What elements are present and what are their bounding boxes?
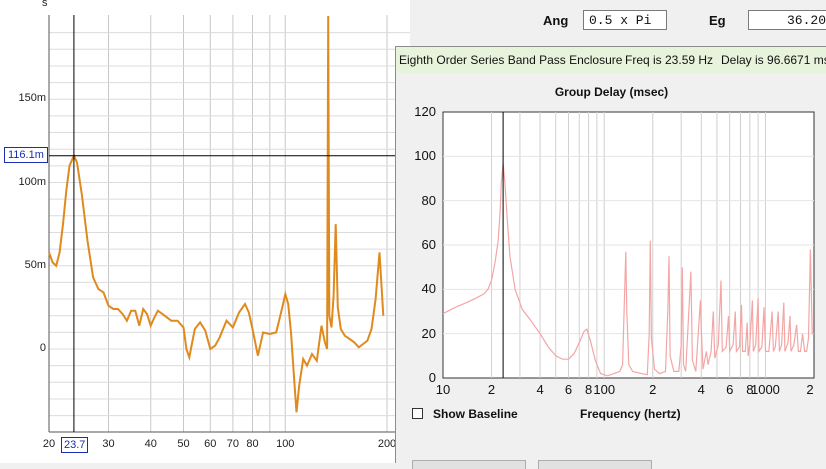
chart-x-tick-label: 6: [564, 382, 573, 397]
y-axis-unit: s: [42, 0, 48, 9]
chart-x-tick-label: 100: [593, 382, 616, 397]
x-tick-label: 100: [276, 438, 295, 450]
x-tick-label: 200: [377, 438, 397, 450]
y-tick-label: 150m: [18, 92, 46, 105]
parameter-panel: Ang 0.5 x Pi Eg 36.20: [535, 0, 826, 46]
chart-y-tick-label: 40: [421, 281, 436, 297]
eg-field[interactable]: 36.20: [748, 10, 826, 30]
cursor-y-readout: 116.1m: [4, 147, 48, 163]
chart-y-tick-label: 20: [421, 325, 436, 341]
chart-x-tick-label: 10: [435, 382, 451, 397]
group-delay-window[interactable]: Eighth Order Series Band Pass Enclosure …: [395, 46, 826, 469]
show-baseline-checkbox[interactable]: [412, 408, 423, 419]
window-button[interactable]: [538, 460, 652, 469]
chart-x-tick-label: 8: [584, 382, 593, 397]
chart-y-tick-label: 80: [421, 192, 436, 208]
window-button[interactable]: [412, 460, 526, 469]
chart-x-tick-label: 2: [487, 382, 496, 397]
chart-x-tick-label: 6: [726, 382, 734, 397]
group-delay-chart[interactable]: [396, 47, 826, 464]
chart-x-tick-label: 2: [806, 382, 814, 397]
chart-x-tick-label: 4: [536, 382, 544, 397]
measurement-curve: [48, 15, 385, 413]
y-tick-label: 0: [39, 342, 46, 354]
cursor-x-readout: 23.7: [61, 437, 89, 453]
eg-label: Eg: [709, 13, 726, 28]
x-tick-label: 60: [204, 438, 217, 450]
ang-field[interactable]: 0.5 x Pi: [583, 10, 667, 30]
chart-title: Group Delay (msec): [554, 85, 669, 99]
ang-label: Ang: [543, 13, 569, 28]
window-title: Eighth Order Series Band Pass Enclosure: [399, 53, 623, 67]
window-titlebar[interactable]: Eighth Order Series Band Pass Enclosure …: [396, 47, 826, 73]
chart-y-tick-label: 60: [421, 237, 436, 252]
title-delay: Delay is 96.6671 msec: [721, 53, 826, 67]
chart-y-tick-label: 120: [414, 104, 436, 119]
chart-y-tick-label: 100: [414, 148, 436, 164]
x-tick-label: 80: [246, 438, 259, 450]
chart-y-tick-label: 0: [428, 370, 436, 385]
chart-x-tick-label: 8: [746, 382, 754, 397]
x-tick-label: 20: [42, 438, 56, 450]
x-tick-label: 40: [144, 438, 157, 450]
background-plot-graphic[interactable]: [0, 0, 410, 463]
chart-x-tick-label: 1000: [750, 382, 780, 397]
title-frequency: Freq is 23.59 Hz: [625, 53, 714, 67]
x-tick-label: 70: [226, 438, 240, 450]
chart-x-tick-label: 4: [697, 382, 705, 397]
chart-x-tick-label: 2: [649, 382, 657, 397]
x-axis-label: Frequency (hertz): [580, 407, 681, 421]
group-delay-line: [442, 163, 814, 377]
background-plot[interactable]: s 150m 100m 50m 0 20 30 40 50 60 70 80 100 200 116.…: [0, 0, 410, 463]
x-tick-label: 50: [177, 438, 190, 450]
y-tick-label: 100m: [18, 175, 46, 188]
y-tick-label: 50m: [24, 258, 46, 271]
show-baseline-label[interactable]: Show Baseline: [433, 407, 518, 421]
x-tick-label: 30: [102, 438, 115, 450]
